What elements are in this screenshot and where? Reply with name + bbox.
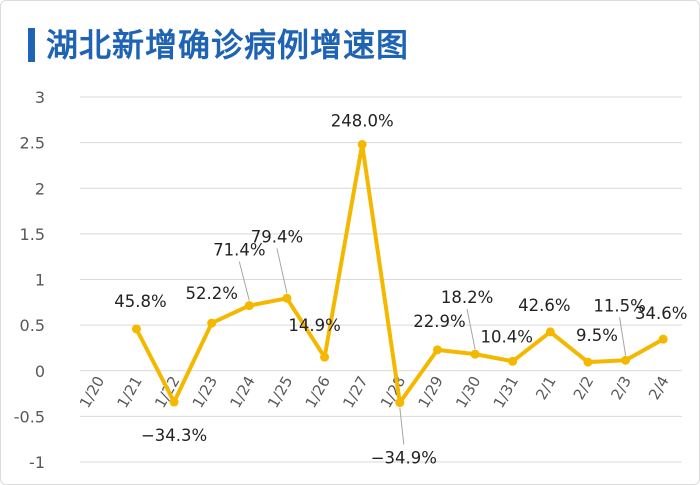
- y-tick-label: 2.5: [20, 134, 45, 153]
- y-tick-label: 3: [35, 88, 45, 107]
- y-tick-label: 0.5: [20, 316, 45, 335]
- x-tick-label: 1/25: [264, 373, 296, 411]
- data-label: 11.5%: [593, 296, 645, 315]
- x-tick-label: 2/1: [532, 373, 560, 403]
- data-point: [320, 352, 330, 362]
- data-point: [470, 349, 480, 359]
- y-tick-label: 1: [35, 271, 45, 290]
- x-tick-label: 1/30: [452, 373, 484, 411]
- y-tick-label: -0.5: [14, 407, 45, 426]
- label-leader-lines: [238, 248, 627, 445]
- label-leader-line: [619, 317, 627, 356]
- x-tick-label: 2/2: [570, 373, 598, 403]
- chart-title: 湖北新增确诊病例增速图: [46, 26, 410, 64]
- x-tick-label: 1/29: [414, 373, 446, 411]
- y-axis-ticks: 3 2.5 2 1.5 1 0.5 0 -0.5 -1: [14, 88, 45, 472]
- data-label: 14.9%: [288, 316, 340, 335]
- data-point: [357, 139, 367, 149]
- x-tick-label: 1/31: [490, 373, 522, 411]
- data-label: −34.3%: [141, 426, 207, 445]
- data-label: 248.0%: [331, 111, 394, 130]
- y-tick-label: 1.5: [20, 225, 45, 244]
- data-label: 45.8%: [114, 292, 166, 311]
- data-label: 71.4%: [213, 241, 265, 260]
- x-tick-label: 1/21: [113, 373, 145, 411]
- data-point: [169, 397, 179, 407]
- data-point: [621, 355, 631, 365]
- label-leader-line: [466, 309, 476, 350]
- data-label: 42.6%: [518, 296, 570, 315]
- y-tick-label: 0: [35, 362, 45, 381]
- data-point: [395, 398, 405, 408]
- x-tick-label: 1/20: [76, 373, 108, 411]
- gridlines: [80, 96, 682, 463]
- data-labels: 45.8% −34.3% 52.2% 71.4%79.4% 14.9% 248.0% −34…: [114, 111, 687, 467]
- x-axis-ticks: 1/20 1/21 1/22 1/23 1/24 1/25 1/26 1/27 1/28 1/29…: [76, 373, 673, 411]
- data-label: 9.5%: [576, 326, 618, 345]
- label-leader-line: [238, 261, 250, 301]
- x-tick-label: 2/3: [607, 373, 635, 403]
- data-label: 22.9%: [413, 312, 465, 331]
- y-tick-label: 2: [35, 179, 45, 198]
- x-tick-label: 1/28: [377, 373, 409, 411]
- data-point: [432, 345, 442, 355]
- data-points: [131, 139, 668, 408]
- data-label: 34.6%: [635, 304, 687, 323]
- x-tick-label: 1/24: [226, 373, 258, 411]
- data-label: 10.4%: [480, 327, 532, 346]
- data-label: 18.2%: [441, 288, 493, 307]
- data-label: 79.4%: [251, 227, 303, 246]
- data-point: [545, 327, 555, 337]
- data-point: [207, 318, 217, 328]
- x-tick-label: 1/23: [189, 373, 221, 411]
- data-point: [131, 324, 141, 334]
- data-point: [508, 356, 518, 366]
- x-tick-label: 1/26: [302, 373, 334, 411]
- label-leader-line: [276, 248, 288, 294]
- y-tick-label: -1: [29, 453, 45, 472]
- data-label: 52.2%: [185, 284, 237, 303]
- x-tick-label: 1/27: [339, 373, 371, 411]
- data-point: [658, 334, 668, 344]
- data-label: −34.9%: [371, 449, 437, 468]
- data-point: [282, 293, 292, 303]
- label-leader-line: [399, 407, 405, 445]
- data-point: [583, 357, 593, 367]
- x-tick-label: 2/4: [645, 373, 673, 403]
- data-point: [244, 301, 254, 311]
- title-accent-bar: [28, 28, 35, 62]
